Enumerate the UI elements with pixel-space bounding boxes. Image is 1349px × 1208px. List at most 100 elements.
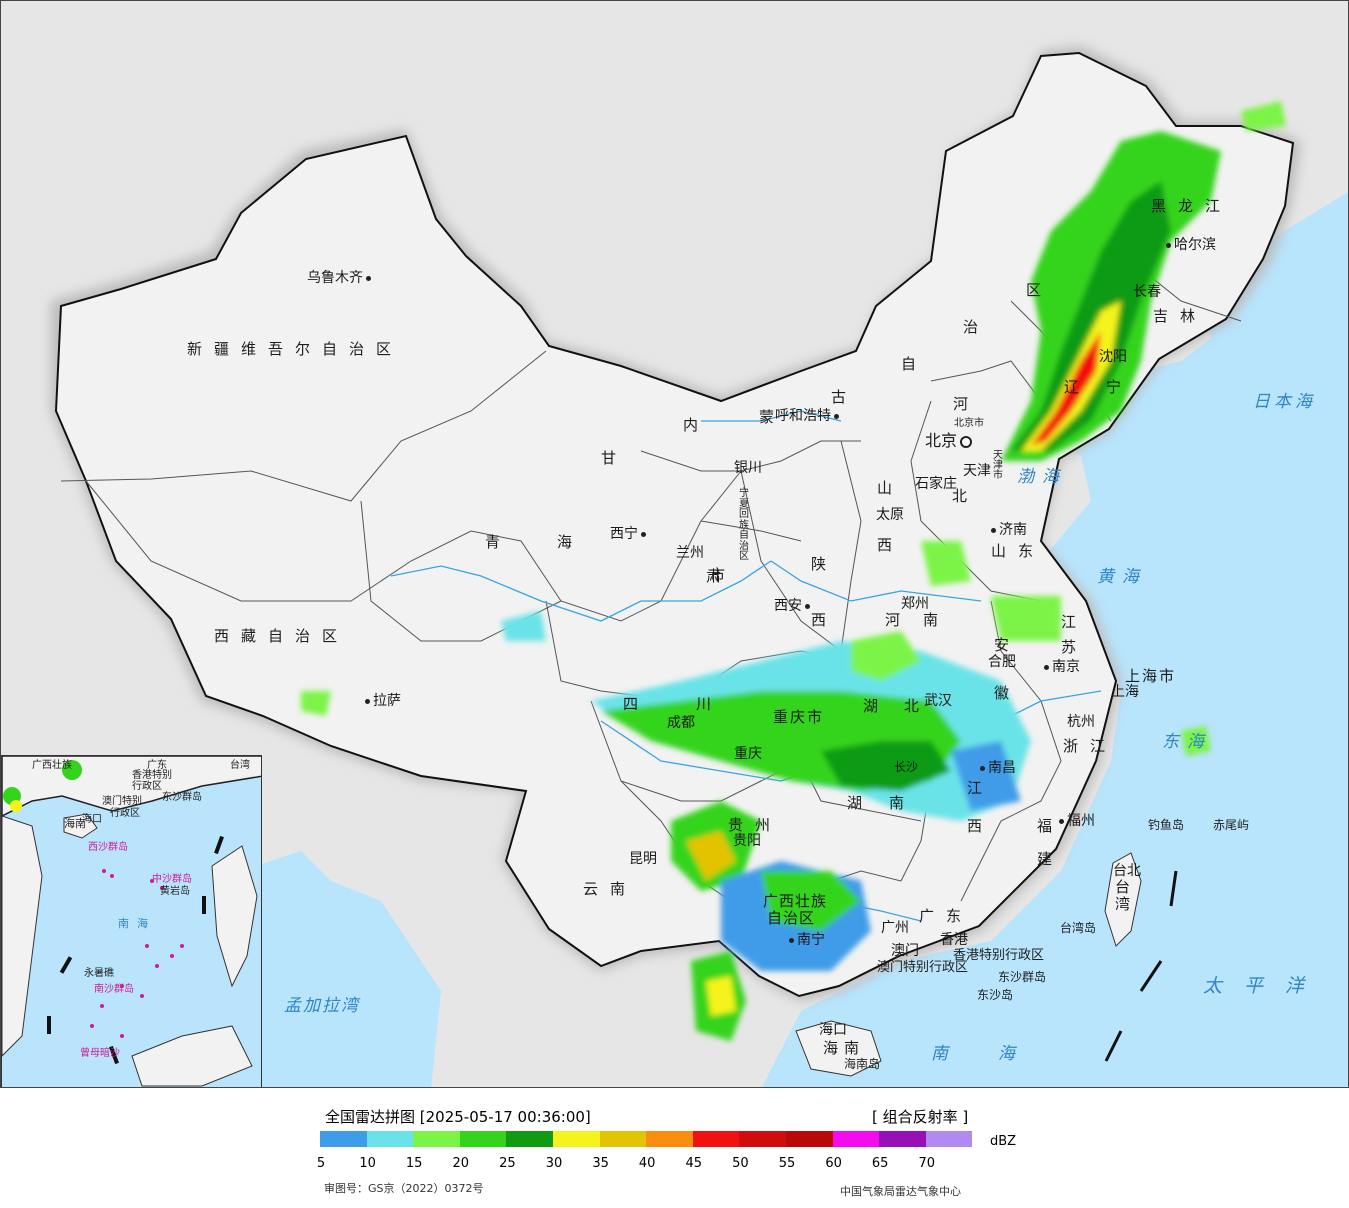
sea-east: [762, 261, 1348, 1087]
city-lanzhou: 兰州: [676, 545, 704, 561]
scale-tick-label: 10: [359, 1156, 376, 1171]
label-neimenggu-5: 治: [963, 318, 991, 336]
label-neimenggu-4: 自: [901, 355, 929, 373]
city-urumqi: 乌鲁木齐: [307, 271, 374, 285]
city-shijiazhuang: 石家庄: [915, 476, 957, 492]
inset-mo: 澳门特别: [102, 796, 142, 807]
label-guizhou: 贵州: [728, 816, 783, 834]
legend-product: [ 组合反射率 ]: [872, 1108, 969, 1126]
color-swatch: [832, 1131, 880, 1147]
inset-nansha: 南沙群岛: [94, 984, 134, 995]
label-neimenggu-2: 蒙: [759, 408, 787, 426]
scale-tick-label: 70: [918, 1156, 936, 1171]
city-taiyuan: 太原: [876, 507, 904, 523]
label-neimenggu-1: 内: [683, 416, 711, 434]
color-swatch: [459, 1131, 507, 1147]
legend-title: 全国雷达拼图 [2025-05-17 00:36:00]: [325, 1108, 591, 1126]
city-xian: 西安: [774, 599, 813, 613]
label-jiangsu-1: 江: [1061, 613, 1089, 631]
city-zhengzhou: 郑州: [901, 596, 929, 612]
label-taiwan: 台湾: [1113, 879, 1131, 913]
sea-japan: [1201, 192, 1348, 451]
echo-guizhou-core: [686, 831, 736, 881]
echo-ne-island: [1241, 101, 1286, 131]
label-shanxi-2: 西: [877, 536, 905, 554]
legend-panel: 全国雷达拼图 [2025-05-17 00:36:00] [ 组合反射率 ] d…: [0, 1088, 1349, 1208]
color-swatch: [879, 1131, 926, 1147]
label-anhui-1: 安: [994, 636, 1022, 654]
label-hebei-2: 北: [952, 487, 980, 505]
city-hohhot: 呼和浩特: [775, 409, 842, 423]
label-qinghai-1: 青: [485, 533, 513, 551]
scale-tick-label: 50: [732, 1156, 749, 1171]
radar-echoes: [301, 101, 1286, 1041]
color-swatch: [925, 1131, 973, 1147]
city-shanghai: 上海: [1111, 684, 1139, 700]
label-macau-sar: 澳门特别行政区: [877, 960, 969, 975]
map-base-svg: [51, 46, 1348, 1087]
city-chengdu: 成都: [667, 715, 695, 731]
inset-svg: [2, 756, 261, 1087]
label-jiangxi-1: 江: [967, 779, 995, 797]
color-swatch: [413, 1131, 460, 1147]
sea-bengal: [241, 851, 441, 1087]
scale-tick-label: 25: [499, 1156, 516, 1171]
inset-hk: 香港特别: [132, 770, 172, 781]
label-shaanxi-city: 市: [710, 566, 738, 584]
city-guangzhou: 广州: [881, 920, 909, 936]
inset-huangyan: 黄岩岛: [160, 886, 190, 897]
label-neimenggu-3: 古: [831, 388, 859, 406]
sea-japan: 日本海: [1253, 392, 1316, 412]
city-kunming: 昆明: [629, 851, 657, 867]
color-swatch: [599, 1131, 647, 1147]
scale-tick-label: 65: [871, 1156, 889, 1171]
label-hebei-1: 河: [953, 395, 981, 413]
island-dongsha-qundao: 东沙群岛: [998, 970, 1047, 984]
inset-guangdong: 广东: [147, 760, 167, 771]
island-hainan-dao: 海南岛: [844, 1057, 881, 1071]
sea-huanghai: 黄海: [1097, 567, 1147, 587]
inset-guangxi: 广西壮族: [32, 760, 72, 771]
label-fujian-1: 福: [1037, 817, 1065, 835]
label-heilongjiang: 黑龙江: [1151, 197, 1233, 215]
echo-northeast-mid: [1011, 181, 1171, 451]
city-guiyang: 贵阳: [733, 833, 761, 849]
producer-credit: 中国气象局雷达气象中心: [840, 1185, 961, 1198]
hainan-island: [795, 1020, 882, 1077]
label-gansu-1: 甘: [601, 449, 629, 467]
inset-dongsha: 东沙群岛: [162, 792, 202, 803]
echo-tibet: [301, 691, 331, 716]
city-nanchang: 南昌: [977, 761, 1016, 775]
echo-yunnan-s-core: [706, 976, 736, 1016]
city-harbin: 哈尔滨: [1163, 238, 1216, 252]
scale-tick-label: 15: [405, 1156, 423, 1171]
label-beijing-shi: 北京市: [954, 418, 984, 429]
label-neimenggu-6: 区: [1026, 281, 1054, 299]
label-gansu-2: 肃: [706, 567, 734, 585]
scale-tick-label: 20: [452, 1156, 470, 1171]
inset-nanhai: 南海: [118, 917, 156, 930]
label-qinghai-2: 海: [557, 533, 585, 551]
sea-pacific: 太平洋: [1203, 975, 1327, 997]
city-wuhan: 武汉: [924, 693, 952, 709]
label-henan-2: 南: [923, 611, 951, 629]
city-fuzhou: 福州: [1056, 814, 1095, 828]
echo-henan: [851, 631, 921, 681]
label-hubei-1: 湖: [863, 697, 891, 715]
label-hunan-2: 南: [889, 794, 917, 812]
city-nanning: 南宁: [786, 933, 825, 947]
city-yinchuan: 银川: [734, 460, 762, 476]
approval-number: 审图号：GS京（2022）0372号: [324, 1182, 484, 1195]
label-anhui-2: 徽: [994, 684, 1022, 702]
label-hunan-1: 湖: [847, 794, 875, 812]
label-xinjiang: 新疆维吾尔自治区: [187, 340, 404, 358]
city-hefei: 合肥: [988, 654, 1016, 670]
scale-tick-label: 45: [685, 1156, 703, 1171]
color-scale: [320, 1131, 973, 1147]
label-sichuan-1: 四: [623, 695, 651, 713]
scale-tick-label: 40: [638, 1156, 656, 1171]
label-guangdong: 广东: [919, 907, 974, 925]
inset-mo2: 行政区: [110, 808, 140, 819]
city-jinan: 济南: [988, 523, 1027, 537]
city-chongqing: 重庆: [734, 746, 762, 762]
